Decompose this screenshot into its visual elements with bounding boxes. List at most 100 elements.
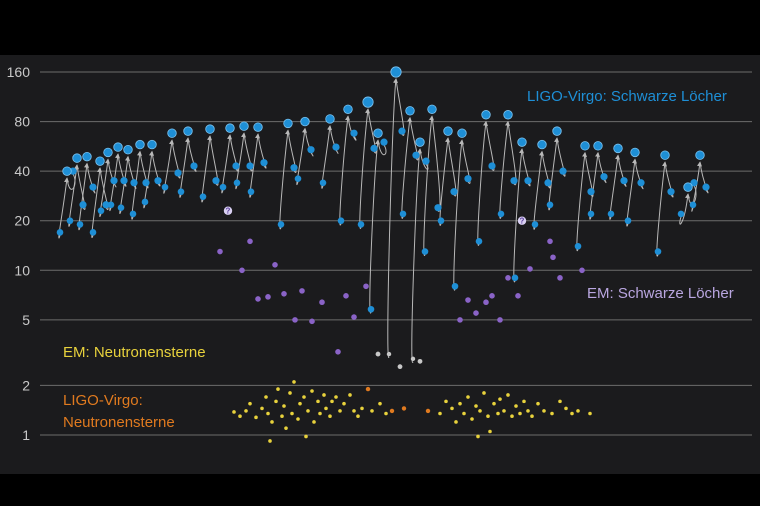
ligo-bh-component — [587, 188, 595, 196]
em-ns-point — [248, 401, 252, 406]
em-ns-point — [310, 389, 314, 393]
ligo-bh-component — [260, 159, 268, 167]
ligo-bh-component — [546, 201, 554, 209]
merger-arrow — [367, 109, 377, 154]
em-ns-point — [322, 393, 326, 397]
ligo-bh-remnant — [183, 126, 193, 136]
em-bh-point — [473, 310, 479, 316]
em-ns-point — [232, 410, 236, 414]
em-ns-point — [266, 411, 270, 416]
ligo-bh-component — [97, 207, 105, 215]
em-ns-point — [324, 406, 328, 411]
em-bh-point — [497, 317, 503, 323]
merger-arrow — [679, 193, 690, 225]
ligo-bh-component — [654, 248, 662, 255]
ligo-bh-remnant — [95, 156, 105, 166]
ligo-bh-component — [89, 229, 97, 236]
merger-arrow — [279, 129, 291, 230]
em-ns-point — [370, 409, 374, 413]
ligo-bh-remnant — [695, 150, 705, 160]
ligo-bh-component — [177, 188, 185, 196]
ligo-bh-remnant — [225, 123, 235, 133]
ligo-bh-remnant — [415, 137, 425, 147]
ligo-bh-component — [232, 162, 240, 170]
em-ns-point — [348, 393, 352, 397]
y-tick-label: 5 — [22, 312, 30, 328]
merger-arrow — [419, 149, 429, 170]
ligo-bh-component — [451, 282, 459, 290]
em-ns-point — [498, 397, 502, 401]
ligo-bh-component — [367, 305, 375, 313]
em-ns-point — [260, 406, 264, 411]
ligo-bh-remnant — [373, 128, 383, 138]
ligo-bh-component — [398, 127, 406, 135]
em-bh-point — [343, 293, 349, 299]
ligo-bh-component — [464, 175, 472, 183]
ligo-bh-component — [544, 179, 552, 187]
ligo-bh-remnant — [613, 143, 623, 154]
merger-arrow — [235, 132, 247, 189]
em-ns-point — [338, 409, 342, 413]
em-ns-point — [268, 439, 272, 443]
ligo-bh-remnant — [62, 166, 72, 176]
em-bh-point — [309, 318, 315, 325]
em-ns-point — [502, 409, 506, 413]
merger-arrow — [431, 116, 441, 212]
ligo-bh-component — [219, 183, 227, 191]
merger-arrow — [296, 127, 308, 185]
merger-arrow — [656, 161, 668, 257]
ligo-ns-point — [389, 408, 395, 414]
em-bh-point — [527, 266, 533, 272]
ligo-bh-component — [247, 188, 255, 196]
em-bh-point — [335, 349, 341, 355]
em-ns-point — [454, 420, 458, 424]
em-ns-point — [550, 411, 554, 416]
ligo-bh-component — [434, 204, 442, 212]
em-ns-point — [444, 399, 448, 404]
em-bh-point — [550, 254, 556, 261]
em-bh-point — [483, 299, 489, 306]
ligo-bh-remnant — [362, 96, 374, 108]
em-ns-point — [570, 411, 574, 416]
em-ns-point — [342, 401, 346, 406]
merger-arrow — [499, 120, 511, 219]
data-points: ?? — [56, 66, 710, 443]
mass-gap-point — [375, 351, 381, 357]
em-ns-point — [352, 409, 356, 413]
em-ns-point — [330, 399, 334, 404]
ligo-bh-remnant — [537, 139, 547, 150]
label-em-black-holes: EM: Schwarze Löcher — [587, 285, 734, 302]
ligo-bh-component — [488, 162, 496, 170]
em-ns-point — [356, 414, 360, 419]
merger-arrow — [201, 135, 213, 203]
em-ns-point — [536, 401, 540, 406]
ligo-bh-component — [667, 188, 675, 196]
em-ns-point — [288, 391, 292, 395]
merger-arrow — [209, 136, 219, 186]
em-ns-point — [238, 414, 242, 419]
ligo-bh-remnant — [580, 141, 590, 151]
ligo-bh-component — [370, 144, 378, 152]
merger-arrow — [66, 173, 76, 190]
ligo-bh-remnant — [517, 137, 527, 147]
ligo-bh-component — [107, 201, 115, 209]
em-bh-point — [247, 238, 253, 245]
em-ns-point — [284, 426, 288, 430]
ligo-bh-component — [624, 217, 632, 225]
ligo-bh-remnant — [683, 182, 693, 192]
ligo-bh-component — [120, 177, 128, 185]
ligo-bh-component — [319, 179, 327, 187]
merger-arrow — [461, 140, 471, 184]
ligo-bh-remnant — [427, 104, 437, 114]
em-bh-point — [319, 299, 325, 306]
merger-arrow — [409, 117, 419, 161]
ligo-bh-component — [399, 210, 407, 218]
ligo-bh-remnant — [239, 121, 249, 131]
unknown-object-label: ? — [226, 207, 231, 216]
ligo-bh-component — [531, 221, 539, 228]
merger-arrow — [507, 121, 517, 186]
ligo-ns-point — [425, 408, 431, 414]
em-ns-point — [290, 411, 294, 416]
y-tick-label: 160 — [7, 64, 31, 80]
